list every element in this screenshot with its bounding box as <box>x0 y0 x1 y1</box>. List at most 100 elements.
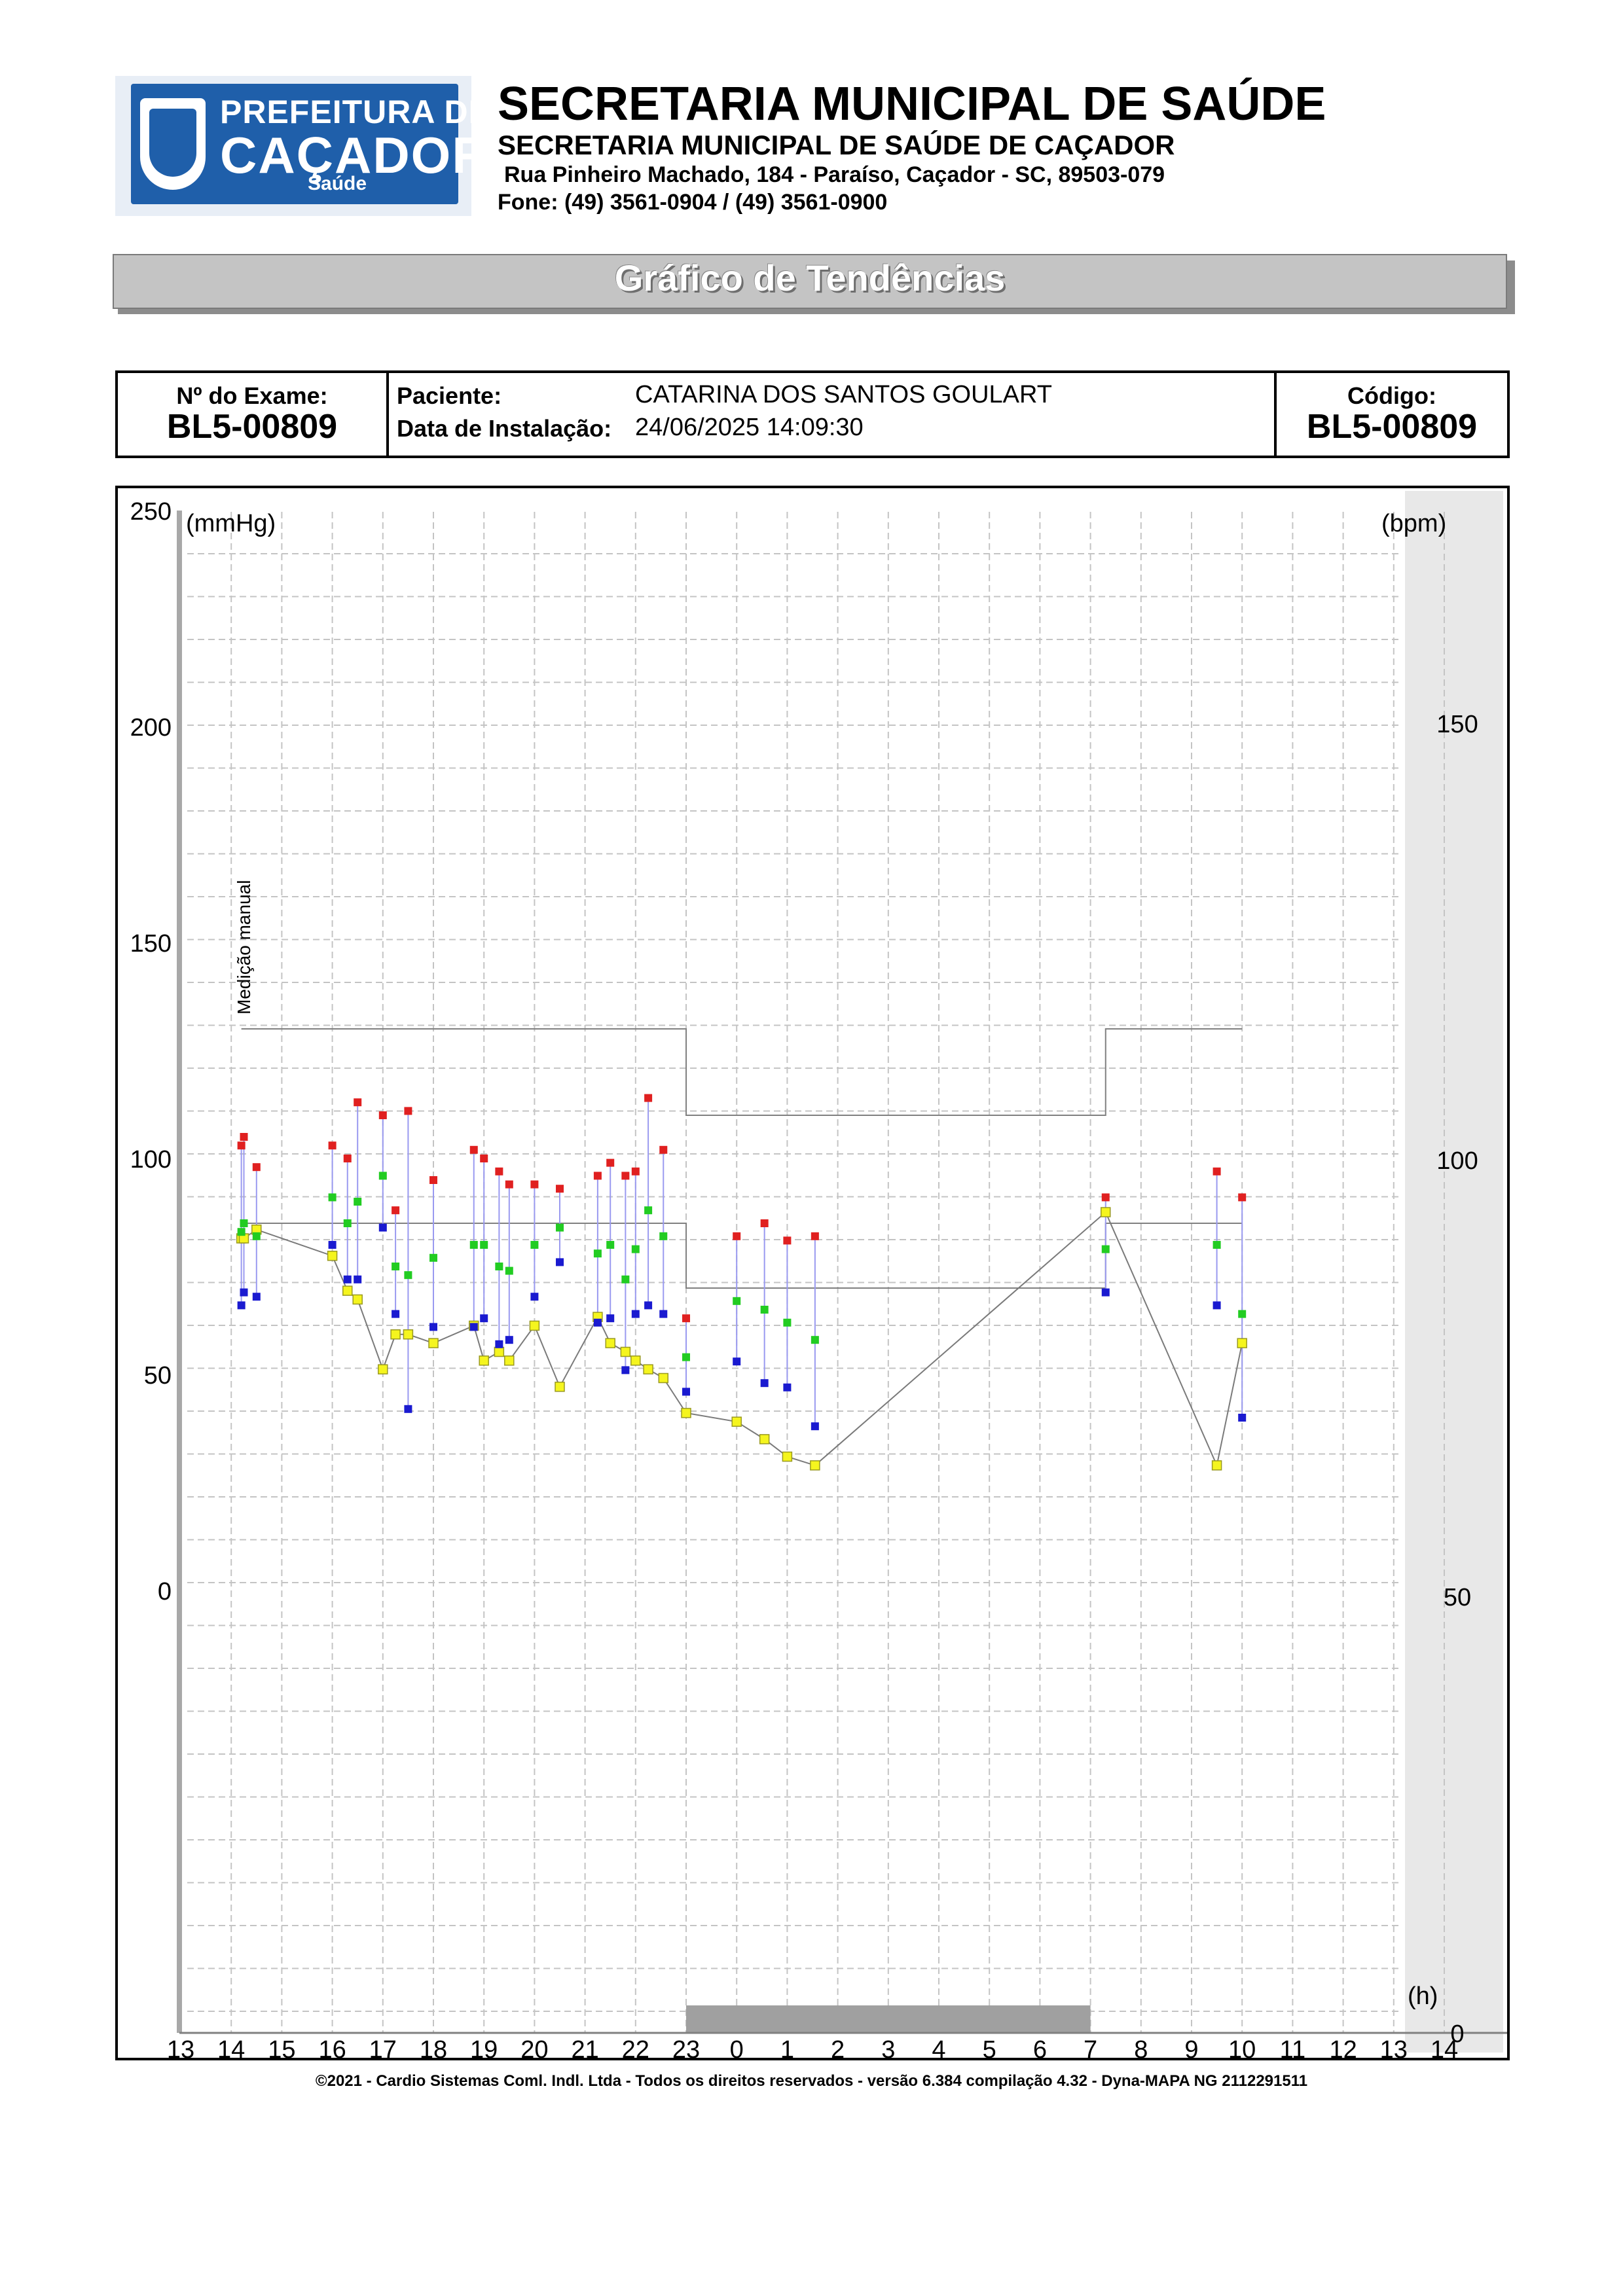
systolic-point <box>530 1180 539 1189</box>
banner-title: Gráfico de Tendências <box>614 257 1006 298</box>
manual-measurement-annotation: Medição manual <box>234 880 254 1014</box>
systolic-point <box>1238 1193 1247 1202</box>
chart-frame <box>115 486 1510 2060</box>
left-axis-bar <box>177 511 182 2033</box>
page-subtitle: SECRETARIA MUNICIPAL DE SAÚDE DE CAÇADOR <box>498 130 1175 160</box>
diastolic-point <box>621 1366 630 1374</box>
heart-rate-point <box>643 1364 653 1374</box>
diastolic-point <box>530 1293 539 1301</box>
diastolic-point <box>252 1293 261 1301</box>
diastolic-point <box>659 1310 668 1318</box>
right-tick-label: 150 <box>1436 711 1478 738</box>
mean-point <box>556 1223 564 1232</box>
systolic-point <box>621 1172 630 1180</box>
systolic-point <box>811 1232 819 1240</box>
patient-value: CATARINA DOS SANTOS GOULART <box>635 381 1052 408</box>
systolic-point <box>252 1163 261 1172</box>
x-tick-label: 18 <box>420 2036 447 2060</box>
left-tick-label: 200 <box>130 714 172 742</box>
x-tick-label: 9 <box>1184 2036 1198 2060</box>
axes: 13 14 15 16 17 18 19 20 21 22 23 0 1 2 3 4 5 6 7 8 9 10 11 12 13… <box>130 498 1507 2060</box>
right-tick-label: 0 <box>1450 2020 1464 2048</box>
mean-point <box>429 1253 437 1262</box>
mean-point <box>733 1297 741 1305</box>
diastolic-point <box>505 1336 513 1344</box>
systolic-point <box>783 1236 792 1245</box>
mean-point <box>343 1219 352 1227</box>
heart-rate-point <box>782 1451 793 1462</box>
diastolic-point <box>631 1310 640 1318</box>
diastolic-point <box>811 1422 819 1431</box>
systolic-point <box>404 1107 412 1115</box>
systolic-point <box>593 1172 602 1180</box>
mean-point <box>621 1275 630 1283</box>
heart-rate-point <box>630 1355 641 1366</box>
mean-point <box>392 1263 400 1270</box>
code-label: Código: <box>1347 382 1436 409</box>
mean-point <box>644 1206 653 1215</box>
logo-line-3: Saúde <box>308 173 367 194</box>
left-tick-label: 100 <box>130 1146 172 1174</box>
install-date-value: 24/06/2025 14:09:30 <box>635 414 864 441</box>
x-tick-label: 0 <box>730 2036 744 2060</box>
x-tick-label: 12 <box>1329 2036 1357 2060</box>
diastolic-point <box>469 1323 478 1331</box>
x-tick-label: 10 <box>1228 2036 1256 2060</box>
heart-rate-point <box>620 1346 631 1357</box>
x-tick-label: 1 <box>780 2036 794 2060</box>
x-tick-label: 7 <box>1084 2036 1097 2060</box>
x-tick-label: 15 <box>268 2036 295 2060</box>
x-tick-label: 6 <box>1033 2036 1047 2060</box>
mean-point <box>593 1249 602 1258</box>
systolic-point <box>429 1176 437 1184</box>
x-tick-label: 11 <box>1280 2036 1305 2060</box>
banner <box>113 254 1507 309</box>
x-tick-label: 2 <box>831 2036 845 2060</box>
grid <box>187 512 1445 2033</box>
heart-rate-point <box>605 1338 615 1348</box>
diastolic-point <box>644 1301 653 1310</box>
logo-line-1: PREFEITURA DE <box>220 94 491 130</box>
right-margin <box>1405 491 1503 2053</box>
systolic-point <box>505 1180 513 1189</box>
systolic-limit-line <box>241 1028 1243 1116</box>
sleep-band <box>686 2005 1091 2033</box>
mean-point <box>354 1198 362 1206</box>
left-tick-label: 50 <box>144 1362 172 1390</box>
x-tick-label: 14 <box>217 2036 245 2060</box>
left-tick-label: 150 <box>130 930 172 958</box>
systolic-point <box>378 1111 387 1119</box>
left-axis-label: (mmHg) <box>186 510 276 537</box>
diastolic-point <box>240 1288 248 1297</box>
heart-rate-point <box>327 1250 338 1261</box>
right-tick-label: 50 <box>1444 1584 1471 1611</box>
diastolic-point <box>354 1275 362 1283</box>
diastolic-point <box>480 1314 488 1323</box>
bp-series <box>237 1094 1247 1431</box>
mean-point <box>530 1241 539 1249</box>
mean-point <box>495 1263 503 1270</box>
systolic-point <box>328 1141 337 1150</box>
x-tick-label: 13 <box>167 2036 194 2060</box>
mean-point <box>404 1271 412 1280</box>
heart-rate-point <box>390 1329 401 1340</box>
systolic-point <box>392 1206 400 1215</box>
systolic-point <box>760 1219 769 1227</box>
mean-point <box>659 1232 668 1240</box>
diastolic-point <box>328 1241 337 1249</box>
mean-point <box>1101 1245 1110 1253</box>
exam-number-label: Nº do Exame: <box>176 382 328 409</box>
mean-point <box>1213 1241 1221 1249</box>
trend-chart: 13 14 15 16 17 18 19 20 21 22 23 0 1 2 3 4 5 6 7 8 9 10 11 12 13… <box>115 486 1510 2060</box>
heart-rate-point <box>378 1364 388 1374</box>
diastolic-point <box>343 1275 352 1283</box>
heart-rate-point <box>1237 1338 1247 1348</box>
systolic-point <box>1213 1167 1221 1175</box>
systolic-point <box>631 1167 640 1175</box>
systolic-point <box>495 1167 503 1175</box>
systolic-point <box>240 1133 248 1141</box>
mean-point <box>252 1232 261 1240</box>
right-tick-label: 100 <box>1436 1147 1478 1175</box>
x-tick-label: 16 <box>318 2036 346 2060</box>
heart-rate-point <box>1101 1207 1111 1217</box>
